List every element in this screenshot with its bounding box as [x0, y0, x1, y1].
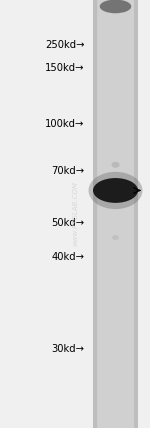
Text: 40kd→: 40kd→: [52, 252, 85, 262]
Text: 70kd→: 70kd→: [52, 166, 85, 176]
Bar: [93, 0, 138, 428]
Bar: [134, 0, 138, 428]
Ellipse shape: [88, 172, 142, 209]
Ellipse shape: [93, 178, 138, 203]
Bar: [93, 0, 97, 428]
Text: 30kd→: 30kd→: [52, 344, 85, 354]
Ellipse shape: [112, 235, 119, 240]
Text: 250kd→: 250kd→: [45, 40, 85, 50]
Text: 150kd→: 150kd→: [45, 63, 85, 74]
Bar: [98, 0, 134, 428]
Text: www.PTGLAB.COM: www.PTGLAB.COM: [72, 181, 78, 247]
Ellipse shape: [100, 0, 131, 13]
Ellipse shape: [111, 162, 120, 168]
Text: 100kd→: 100kd→: [45, 119, 85, 129]
Text: 50kd→: 50kd→: [52, 217, 85, 228]
